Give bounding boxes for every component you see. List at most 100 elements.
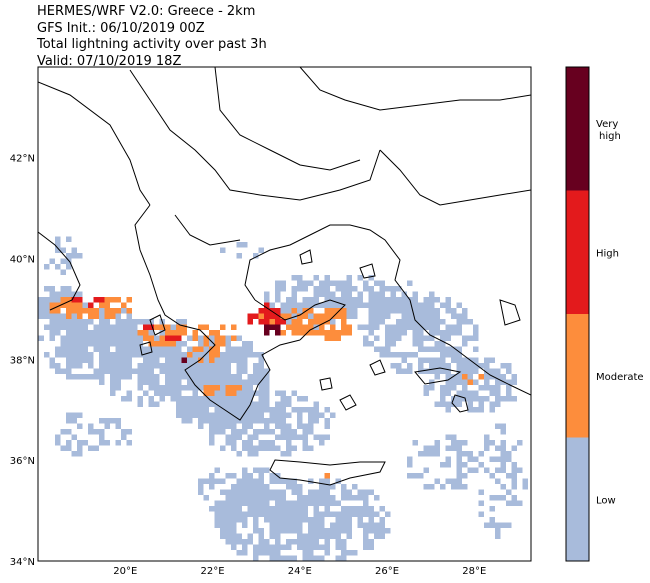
lightning-cell (423, 445, 429, 451)
lightning-cell (110, 374, 116, 380)
lightning-cell (308, 489, 314, 495)
lightning-cell (456, 330, 462, 336)
lightning-cell (473, 324, 479, 330)
lightning-cell (55, 297, 61, 303)
lightning-cell (154, 341, 160, 347)
lightning-cell (110, 324, 116, 330)
lightning-cell (159, 341, 165, 347)
lightning-cell (253, 313, 259, 319)
lightning-cell (225, 528, 231, 534)
lightning-cell (467, 456, 473, 462)
lightning-cell (445, 478, 451, 484)
lightning-cell (93, 308, 99, 314)
lightning-cell (401, 357, 407, 363)
lightning-cell (231, 522, 237, 528)
lightning-cell (220, 385, 226, 391)
lightning-cell (330, 313, 336, 319)
lightning-cell (302, 517, 308, 523)
lightning-cell (396, 302, 402, 308)
lightning-cell (110, 297, 116, 303)
lightning-cell (99, 434, 105, 440)
lightning-cell (231, 429, 237, 435)
lightning-cell (203, 412, 209, 418)
lightning-cell (159, 363, 165, 369)
lightning-cell (489, 517, 495, 523)
lightning-cell (115, 423, 121, 429)
lightning-cell (176, 330, 182, 336)
lightning-cell (407, 462, 413, 468)
lightning-cell (115, 379, 121, 385)
lightning-cell (280, 544, 286, 550)
lightning-cell (99, 313, 105, 319)
lightning-cell (264, 401, 270, 407)
coastline-segment (244, 224, 531, 396)
lightning-cell (473, 330, 479, 336)
lightning-cell (478, 451, 484, 457)
lightning-cell (71, 319, 77, 325)
lightning-cell (467, 396, 473, 402)
lightning-cell (165, 330, 171, 336)
lightning-cell (374, 319, 380, 325)
lightning-cell (247, 407, 253, 413)
lightning-cell (291, 489, 297, 495)
lightning-cell (302, 511, 308, 517)
lightning-cell (88, 423, 94, 429)
lightning-cell (110, 308, 116, 314)
lightning-cell (280, 302, 286, 308)
lightning-cell (489, 473, 495, 479)
lightning-cell (176, 379, 182, 385)
lightning-cell (462, 385, 468, 391)
lightning-cell (418, 335, 424, 341)
lightning-cell (220, 390, 226, 396)
lightning-cell (346, 528, 352, 534)
lightning-cell (209, 368, 215, 374)
lightning-cell (374, 335, 380, 341)
lat-tick-label: 38°N (10, 355, 35, 366)
lightning-cell (335, 335, 341, 341)
lightning-cell (275, 390, 281, 396)
lightning-cell (170, 363, 176, 369)
lightning-cell (220, 423, 226, 429)
lightning-cell (423, 484, 429, 490)
lightning-cell (346, 313, 352, 319)
lightning-cell (49, 258, 55, 264)
lightning-cell (258, 550, 264, 556)
lightning-cell (368, 275, 374, 281)
lightning-cell (445, 297, 451, 303)
lightning-cell (275, 517, 281, 523)
lightning-cell (341, 484, 347, 490)
lightning-cell (401, 313, 407, 319)
lat-tick-label: 40°N (10, 255, 35, 266)
lightning-cell (99, 363, 105, 369)
lightning-cell (126, 396, 132, 402)
lightning-cell (286, 528, 292, 534)
lightning-cell (341, 495, 347, 501)
lightning-cell (407, 473, 413, 479)
lightning-cell (495, 528, 501, 534)
lightning-cell (115, 346, 121, 352)
lightning-cell (214, 374, 220, 380)
lightning-cell (258, 467, 264, 473)
lightning-cell (462, 462, 468, 468)
lightning-cell (451, 440, 457, 446)
lightning-cell (346, 291, 352, 297)
lightning-cell (165, 341, 171, 347)
lightning-cell (126, 324, 132, 330)
lightning-cell (104, 308, 110, 314)
lightning-cell (258, 368, 264, 374)
lightning-cell (214, 412, 220, 418)
lightning-cell (330, 500, 336, 506)
lightning-cell (297, 506, 303, 512)
lightning-cell (324, 330, 330, 336)
lightning-cell (77, 330, 83, 336)
lightning-cell (286, 319, 292, 325)
lightning-cell (192, 330, 198, 336)
lightning-cell (154, 374, 160, 380)
lightning-cell (275, 550, 281, 556)
lightning-cell (297, 319, 303, 325)
lightning-cell (363, 324, 369, 330)
lightning-cell (429, 368, 435, 374)
lightning-cell (203, 352, 209, 358)
lightning-cell (396, 308, 402, 314)
lightning-cell (500, 462, 506, 468)
